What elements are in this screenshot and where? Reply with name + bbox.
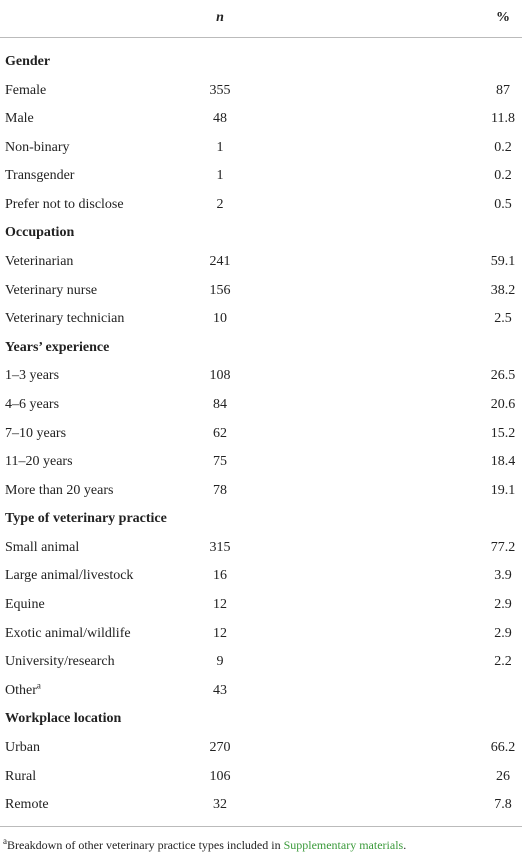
n-value: 1 <box>216 139 224 155</box>
row-label: 4–6 years <box>5 396 60 412</box>
row-label: Male <box>5 111 34 127</box>
n-value: 62 <box>213 425 227 441</box>
n-value: 75 <box>213 454 227 470</box>
pct-value: 19.1 <box>490 482 516 498</box>
row-label: Equine <box>5 597 45 613</box>
header-pct: % <box>496 10 510 25</box>
row-label: Rural <box>5 768 37 784</box>
pct-value: 3.9 <box>494 568 512 584</box>
pct-value: 66.2 <box>490 739 516 755</box>
n-value: 270 <box>209 739 231 755</box>
pct-value: 26 <box>496 768 510 784</box>
pct-value: 18.4 <box>490 454 516 470</box>
row-label: Exotic animal/wildlife <box>5 625 131 641</box>
row-label: Veterinary nurse <box>5 282 98 298</box>
n-value: 2 <box>216 196 224 212</box>
n-value: 241 <box>209 254 231 270</box>
n-value: 48 <box>213 111 227 127</box>
row-label: Other <box>5 682 37 698</box>
pct-value: 26.5 <box>490 368 516 384</box>
n-value: 12 <box>213 597 227 613</box>
n-value: 106 <box>209 768 231 784</box>
pct-value: 59.1 <box>490 254 516 270</box>
n-value: 78 <box>213 482 227 498</box>
n-value: 156 <box>209 282 231 298</box>
row-label: Large animal/livestock <box>5 568 134 584</box>
row-label: More than 20 years <box>5 482 114 498</box>
n-value: 9 <box>216 654 224 670</box>
n-value: 10 <box>213 311 227 327</box>
row-label: Urban <box>5 739 40 755</box>
pct-value: 15.2 <box>490 425 516 441</box>
row-label: Prefer not to disclose <box>5 196 124 212</box>
footnote-text: Breakdown of other veterinary practice t… <box>7 838 284 852</box>
footnote: aBreakdown of other veterinary practice … <box>3 835 406 855</box>
footnote-marker: a <box>3 836 7 846</box>
n-value: 1 <box>216 168 224 184</box>
pct-value: 2.9 <box>494 625 512 641</box>
row-label: Small animal <box>5 539 80 555</box>
n-value: 315 <box>209 539 231 555</box>
n-value: 355 <box>209 82 231 98</box>
pct-value: 87 <box>496 82 510 98</box>
group-heading: Years’ experience <box>5 339 110 355</box>
note-marker: a <box>36 680 41 691</box>
pct-value: 0.2 <box>494 168 512 184</box>
n-value: 43 <box>213 682 227 698</box>
row-label: Transgender <box>5 168 75 184</box>
pct-value: 11.8 <box>491 111 515 127</box>
rule <box>0 826 522 827</box>
pct-value: 0.2 <box>494 139 512 155</box>
row-label: 7–10 years <box>5 425 67 441</box>
n-value: 32 <box>213 797 227 813</box>
header-n: n <box>216 10 224 25</box>
row-label: University/research <box>5 654 115 670</box>
pct-value: 2.9 <box>494 597 512 613</box>
pct-value: 2.2 <box>494 654 512 670</box>
row-label: Non-binary <box>5 139 70 155</box>
n-value: 108 <box>209 368 231 384</box>
rule <box>0 37 522 38</box>
pct-value: 2.5 <box>494 311 512 327</box>
n-value: 16 <box>213 568 227 584</box>
n-value: 12 <box>213 625 227 641</box>
group-heading: Gender <box>5 54 51 69</box>
pct-value: 7.8 <box>494 797 512 813</box>
row-label: Veterinarian <box>5 254 74 270</box>
group-heading: Occupation <box>5 225 75 241</box>
row-label: 1–3 years <box>5 368 60 384</box>
pct-value: 77.2 <box>490 539 516 555</box>
pct-value: 20.6 <box>490 396 516 412</box>
footnote-link[interactable]: Supplementary materials <box>283 838 404 852</box>
row-label: Veterinary technician <box>5 311 125 327</box>
pct-value: 0.5 <box>494 196 512 212</box>
group-heading: Type of veterinary practice <box>5 511 167 527</box>
pct-value: 38.2 <box>490 282 516 298</box>
row-label: Remote <box>5 797 49 813</box>
row-label-wrap: Othera <box>5 681 41 701</box>
n-value: 84 <box>213 396 227 412</box>
group-heading: Workplace location <box>5 711 122 727</box>
row-label: Female <box>5 82 47 98</box>
footnote-end: . <box>403 838 407 852</box>
row-label: 11–20 years <box>5 454 73 470</box>
